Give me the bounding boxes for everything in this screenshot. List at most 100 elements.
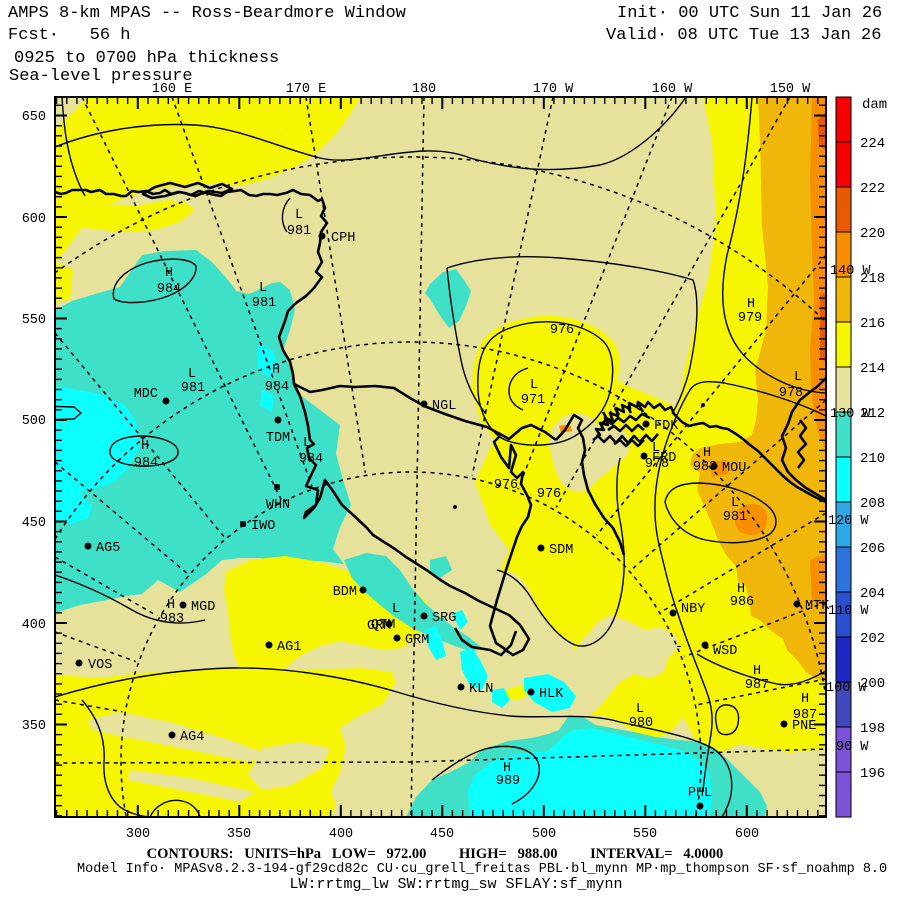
svg-text:PHL: PHL [688,786,712,801]
svg-text:979: 979 [738,311,762,326]
svg-text:QTM: QTM [371,618,395,633]
svg-text:NBY: NBY [681,602,705,617]
svg-text:980: 980 [629,716,653,731]
svg-text:-: - [675,640,683,655]
svg-text:170 W: 170 W [533,82,574,97]
svg-text:L: L [259,281,267,296]
svg-text:983: 983 [160,612,184,627]
svg-text:TDM: TDM [266,431,290,446]
svg-text:206: 206 [860,541,885,557]
svg-text:GRM: GRM [367,619,391,634]
svg-text:BDM: BDM [333,585,357,600]
svg-text:L: L [731,496,739,511]
svg-text:198: 198 [860,721,885,737]
svg-text:202: 202 [860,631,885,647]
svg-text:971: 971 [521,393,545,408]
svg-text:984: 984 [299,452,323,467]
svg-text:978: 978 [779,386,803,401]
svg-text:AG1: AG1 [277,640,301,655]
svg-text:150 W: 150 W [770,82,811,97]
svg-text:196: 196 [860,766,885,782]
svg-text:110 W: 110 W [828,604,869,619]
svg-text:984: 984 [157,282,181,297]
svg-text:218: 218 [860,271,885,287]
svg-text:NGL: NGL [432,399,456,414]
svg-text:WSD: WSD [713,644,737,659]
svg-text:214: 214 [860,361,885,377]
svg-text:986: 986 [730,595,754,610]
svg-text:SRG: SRG [432,611,456,626]
svg-text:200: 200 [860,676,885,692]
svg-text:H: H [167,598,175,613]
svg-text:120 W: 120 W [828,514,869,529]
svg-text:400: 400 [329,827,353,842]
svg-text:987: 987 [745,678,769,693]
svg-text:H: H [141,439,149,454]
svg-text:H: H [801,692,809,707]
svg-text:981: 981 [287,224,311,239]
svg-text:350: 350 [227,827,251,842]
svg-text:H: H [737,582,745,597]
svg-text:981: 981 [181,381,205,396]
svg-text:FRD: FRD [652,451,676,466]
svg-text:L: L [392,602,400,617]
svg-text:AG5: AG5 [96,541,120,556]
svg-text:600: 600 [22,212,46,227]
svg-text:208: 208 [860,496,885,512]
svg-text:216: 216 [860,316,885,332]
svg-text:FDK: FDK [654,419,679,434]
svg-text:500: 500 [532,827,556,842]
svg-text:H: H [747,297,755,312]
svg-text:140 W: 140 W [830,264,871,279]
svg-text:AG4: AG4 [180,730,204,745]
svg-text:210: 210 [860,451,885,467]
svg-text:H: H [753,664,761,679]
svg-text:160 E: 160 E [152,82,193,97]
svg-text:SDM: SDM [549,543,573,558]
svg-text:984: 984 [265,380,289,395]
svg-text:L: L [530,378,538,393]
svg-text:PNE: PNE [792,719,816,734]
svg-text:180: 180 [412,82,436,97]
svg-text:CPH: CPH [331,231,355,246]
svg-text:400: 400 [22,618,46,633]
svg-text:L: L [636,702,644,717]
svg-text:550: 550 [22,313,46,328]
svg-text:WHN: WHN [266,498,290,513]
svg-text:MDC: MDC [134,387,158,402]
svg-text:MTK: MTK [805,599,830,614]
svg-text:100 W: 100 W [826,681,867,696]
svg-text:978: 978 [645,457,669,472]
svg-text:L: L [303,436,311,451]
svg-text:450: 450 [430,827,454,842]
svg-text:GRM: GRM [405,633,429,648]
svg-text:L: L [794,370,802,385]
svg-text:983: 983 [693,460,717,475]
svg-text:989: 989 [496,774,520,789]
svg-text:HLK: HLK [539,687,564,702]
svg-text:500: 500 [22,414,46,429]
svg-text:987: 987 [793,708,817,723]
svg-text:H: H [272,363,280,378]
svg-text:MOU: MOU [722,461,746,476]
svg-text:550: 550 [633,827,657,842]
svg-text:981: 981 [723,510,747,525]
svg-text:H: H [503,761,511,776]
svg-text:MGD: MGD [191,600,215,615]
svg-text:90 W: 90 W [836,740,869,755]
svg-text:300: 300 [126,827,150,842]
svg-text:981: 981 [252,296,276,311]
svg-text:L: L [652,441,660,456]
svg-text:KLN: KLN [469,682,493,697]
svg-text:976: 976 [550,323,574,338]
svg-text:600: 600 [735,827,759,842]
svg-text:220: 220 [860,226,885,242]
svg-text:170 E: 170 E [286,82,327,97]
svg-text:450: 450 [22,516,46,531]
svg-text:VOS: VOS [88,658,112,673]
svg-text:L: L [188,367,196,382]
svg-text:130 W: 130 W [830,407,871,422]
svg-text:H: H [703,446,711,461]
svg-text:H: H [165,266,173,281]
svg-text:976: 976 [537,487,561,502]
